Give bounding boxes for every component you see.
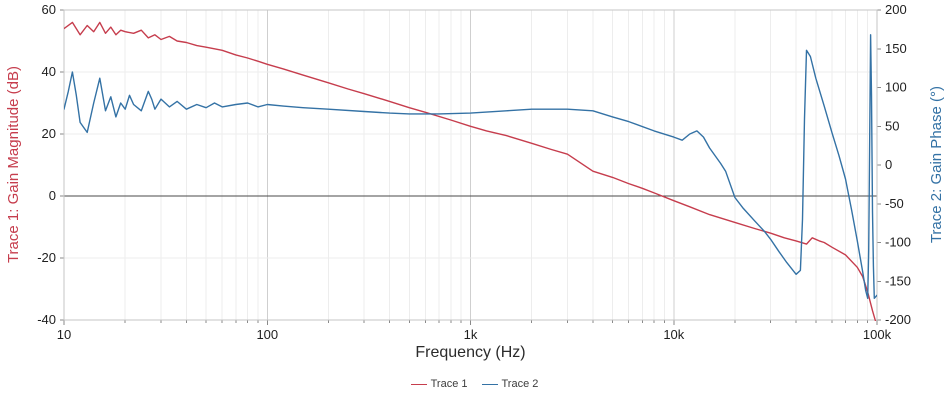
svg-text:1k: 1k: [464, 327, 478, 342]
legend-swatch-trace1: [410, 383, 427, 385]
svg-text:100: 100: [256, 327, 278, 342]
svg-text:20: 20: [42, 126, 56, 141]
svg-text:100: 100: [885, 80, 907, 95]
svg-text:10k: 10k: [663, 327, 684, 342]
svg-text:0: 0: [49, 188, 56, 203]
svg-text:60: 60: [42, 2, 56, 17]
svg-text:0: 0: [885, 157, 892, 172]
legend-label-trace2: Trace 2: [501, 378, 539, 390]
legend-item-trace2[interactable]: Trace 2: [481, 378, 539, 390]
legend-label-trace1: Trace 1: [430, 378, 468, 390]
trace-1-path: [64, 21, 877, 321]
legend-item-trace1[interactable]: Trace 1: [410, 378, 468, 390]
svg-text:10: 10: [57, 327, 71, 342]
x-axis-title: Frequency (Hz): [415, 344, 526, 361]
svg-text:-50: -50: [885, 196, 904, 211]
svg-text:-20: -20: [37, 250, 56, 265]
left-axis-title-area: Trace 1: Gain Magnitude (dB): [2, 10, 24, 320]
svg-text:50: 50: [885, 118, 899, 133]
svg-text:40: 40: [42, 64, 56, 79]
svg-text:-100: -100: [885, 235, 911, 250]
svg-text:-200: -200: [885, 312, 911, 327]
left-axis-title: Trace 1: Gain Magnitude (dB): [4, 66, 22, 264]
right-axis-title-area: Trace 2: Gain Phase (°): [925, 10, 947, 320]
svg-text:100k: 100k: [863, 327, 892, 342]
legend: Trace 1 Trace 2: [0, 378, 949, 390]
svg-text:200: 200: [885, 2, 907, 17]
svg-text:150: 150: [885, 41, 907, 56]
legend-swatch-trace2: [481, 383, 498, 385]
trace-2-path: [64, 34, 877, 299]
svg-text:-150: -150: [885, 273, 911, 288]
svg-text:-40: -40: [37, 312, 56, 327]
right-axis-title: Trace 2: Gain Phase (°): [927, 86, 945, 244]
